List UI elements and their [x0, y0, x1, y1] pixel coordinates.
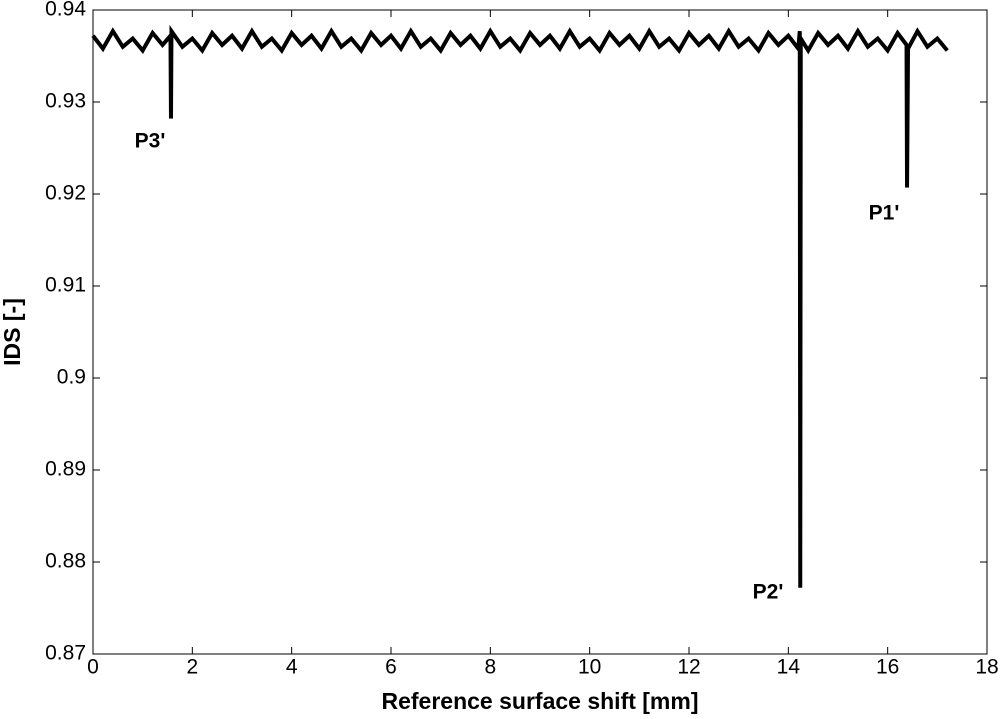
annotation: P3' [135, 130, 166, 153]
y-tick-label: 0.89 [45, 458, 86, 481]
x-tick-label: 4 [286, 656, 298, 679]
y-tick-label: 0.92 [45, 182, 86, 205]
x-tick-label: 16 [876, 656, 899, 679]
y-tick-label: 0.91 [45, 274, 86, 297]
y-tick-label: 0.87 [45, 642, 86, 665]
plot-frame [92, 9, 988, 655]
x-tick-label: 8 [484, 656, 496, 679]
data-line [91, 24, 949, 588]
x-tick-label: 10 [578, 656, 601, 679]
annotation: P2' [753, 581, 784, 604]
x-tick-label: 6 [385, 656, 397, 679]
x-tick-label: 12 [677, 656, 700, 679]
y-tick-label: 0.9 [57, 366, 86, 389]
y-tick-label: 0.94 [45, 0, 86, 21]
y-tick-label: 0.93 [45, 90, 86, 113]
x-tick-label: 2 [186, 656, 198, 679]
y-tick-label: 0.88 [45, 550, 86, 573]
x-tick-label: 14 [777, 656, 801, 679]
x-axis-title: Reference surface shift [mm] [382, 688, 699, 714]
annotation: P1' [869, 202, 900, 225]
x-tick-label: 0 [87, 656, 99, 679]
y-axis-title: IDS [-] [0, 298, 25, 366]
x-tick-label: 18 [975, 656, 998, 679]
